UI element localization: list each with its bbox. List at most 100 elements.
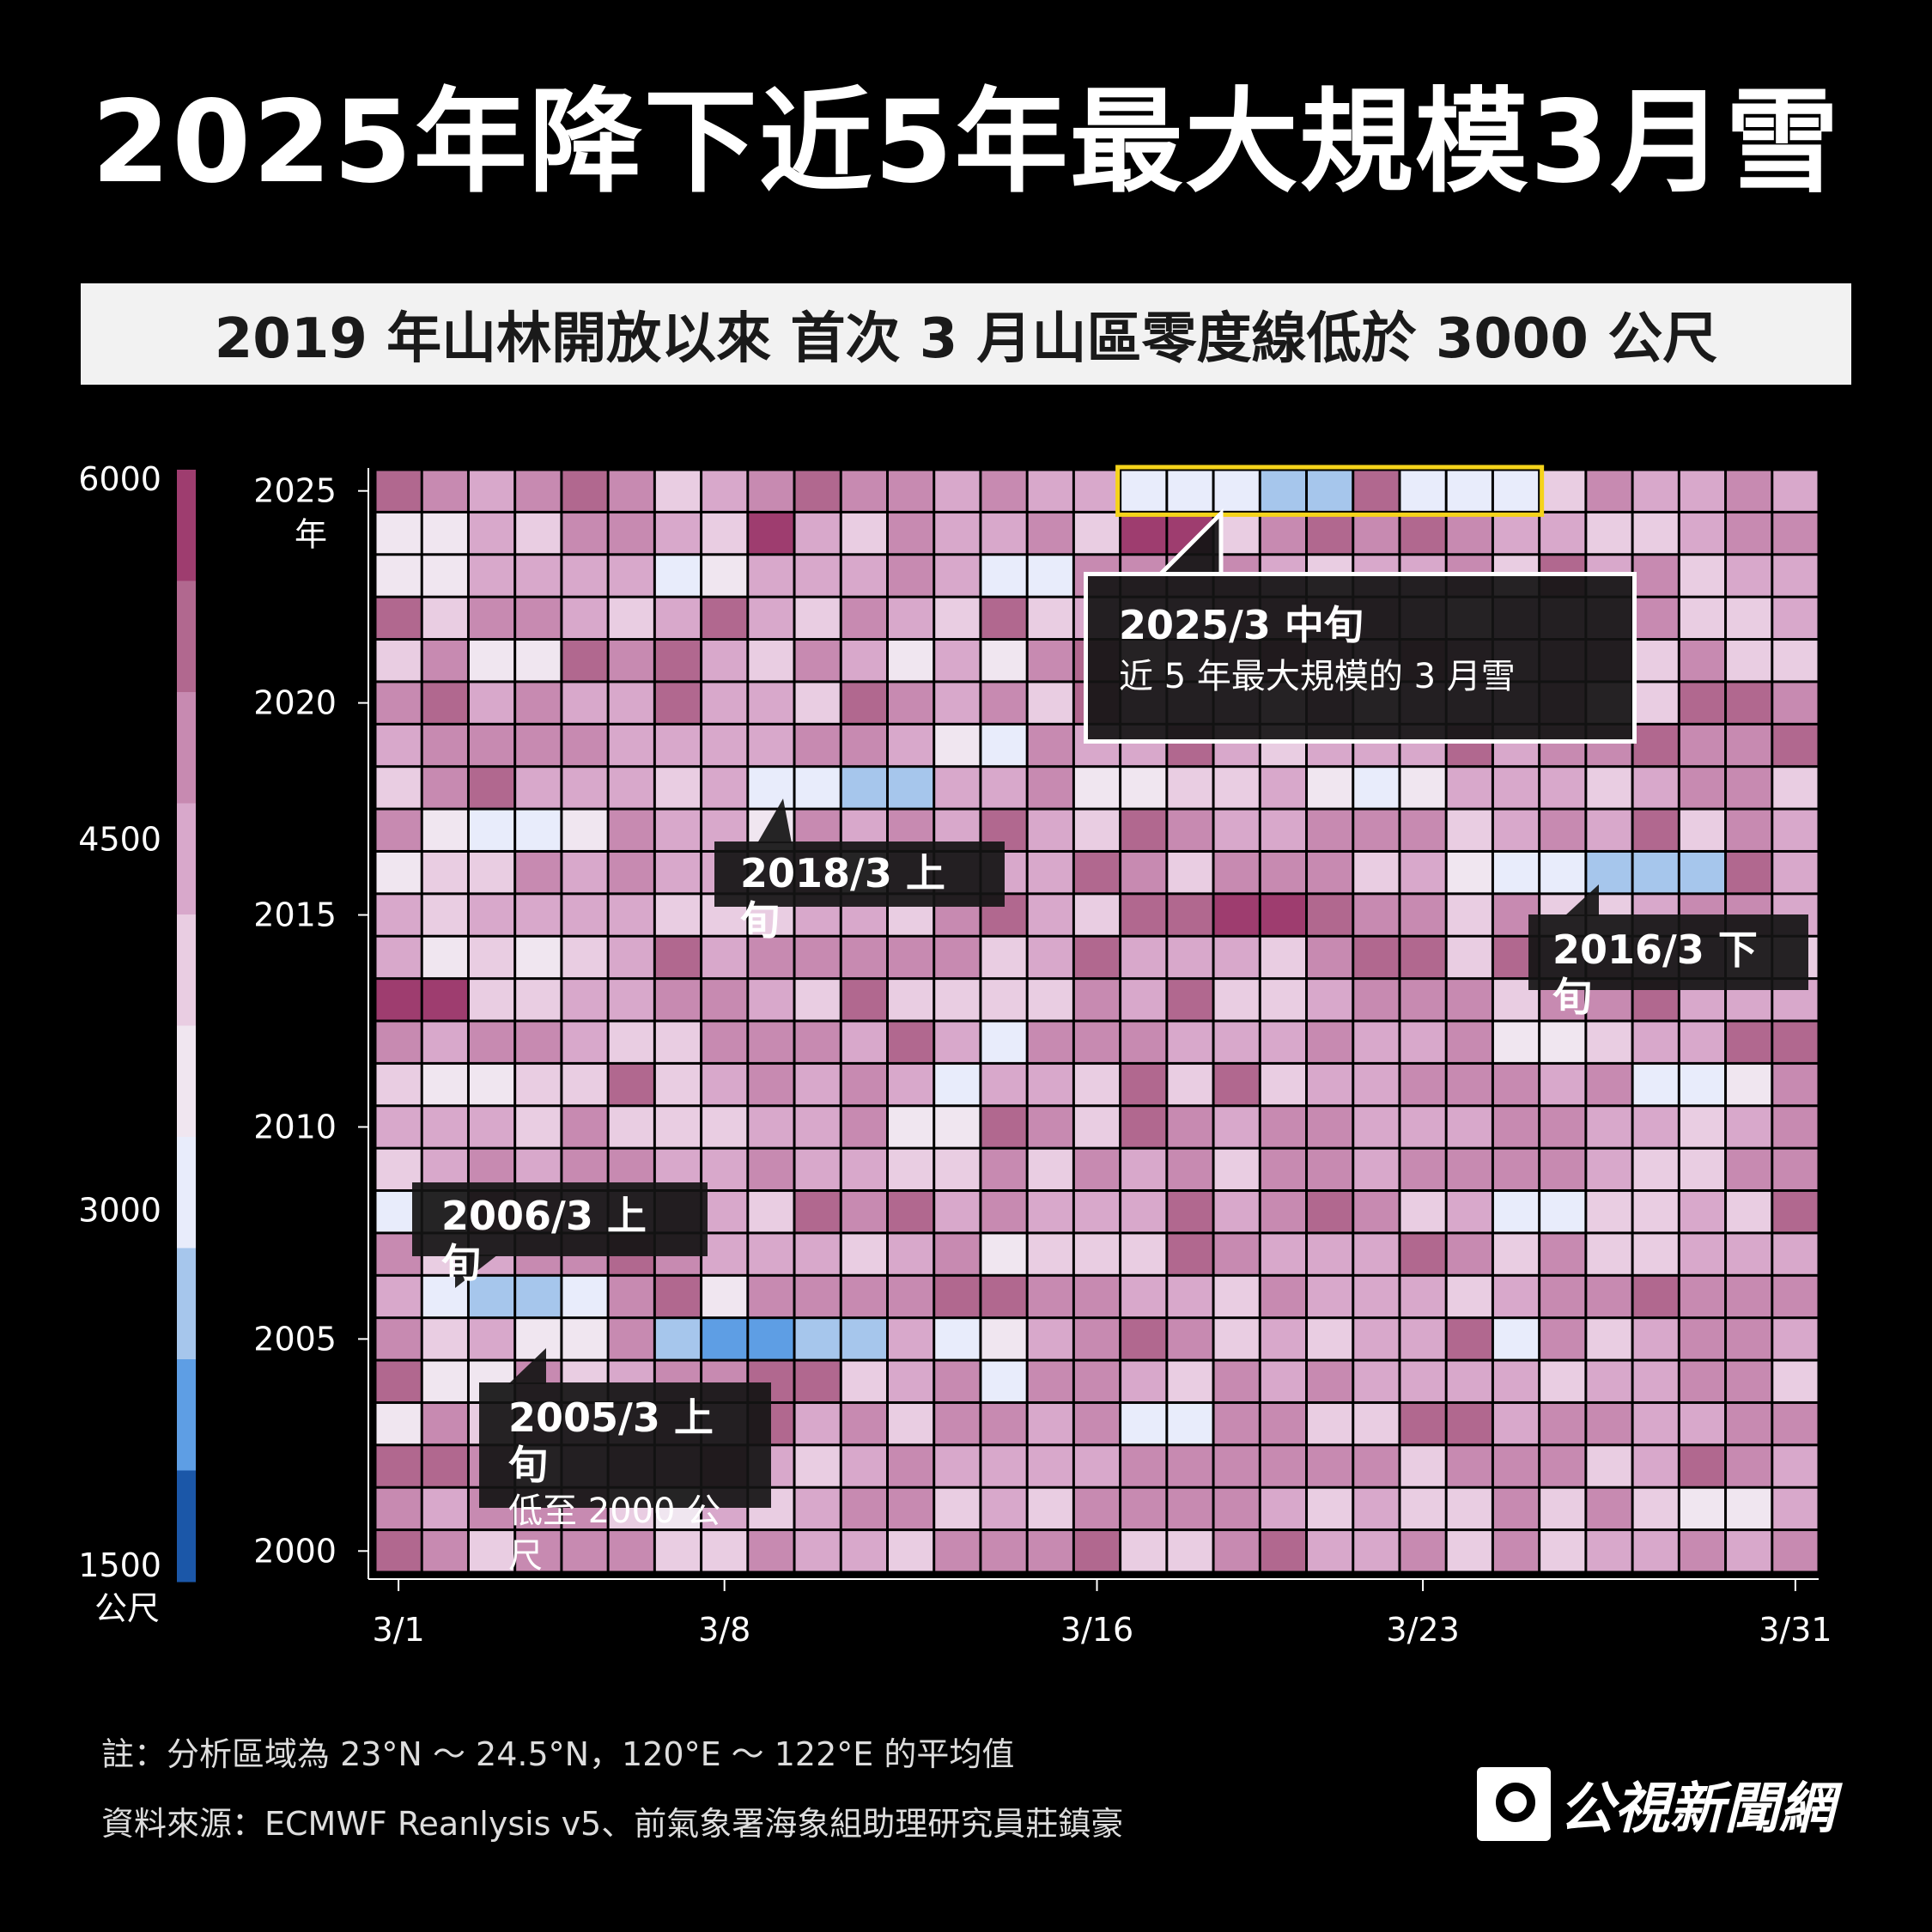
heatmap-cell <box>1773 1403 1818 1444</box>
heatmap-cell <box>795 1022 840 1062</box>
heatmap-cell <box>1540 1446 1585 1486</box>
heatmap-cell <box>1680 1149 1725 1190</box>
heatmap-cell <box>1680 1361 1725 1401</box>
heatmap-cell <box>422 1531 467 1571</box>
heatmap-cell <box>1168 1234 1212 1274</box>
heatmap-cell <box>749 1276 793 1317</box>
heatmap-cell <box>1447 1319 1492 1359</box>
heatmap-cell <box>655 895 701 935</box>
heatmap-cell <box>1261 1234 1306 1274</box>
heatmap-cell <box>609 1531 653 1571</box>
heatmap-cell <box>981 1531 1026 1571</box>
heatmap-cell <box>1400 1403 1445 1444</box>
heatmap-cell <box>1680 1319 1725 1359</box>
heatmap-cell <box>1168 1022 1212 1062</box>
heatmap-cell <box>562 598 607 639</box>
heatmap-cell <box>1028 513 1072 554</box>
annotation-2016-pointer <box>1564 884 1599 916</box>
heatmap-cell <box>1587 810 1631 850</box>
heatmap-cell <box>422 1403 467 1444</box>
heatmap-cell <box>1587 1403 1631 1444</box>
heatmap-cell <box>562 980 607 1020</box>
heatmap-cell <box>609 471 653 511</box>
heatmap-cell <box>1400 471 1445 511</box>
colorbar-segment <box>177 580 196 693</box>
heatmap-cell <box>935 1276 980 1317</box>
heatmap-cell <box>795 725 840 766</box>
heatmap-cell <box>1633 1403 1678 1444</box>
heatmap-cell <box>469 810 514 850</box>
heatmap-cell <box>795 598 840 639</box>
heatmap-cell <box>1261 1531 1306 1571</box>
heatmap-cell <box>1308 1361 1352 1401</box>
heatmap-cell <box>981 1319 1026 1359</box>
heatmap-cell <box>702 471 747 511</box>
heatmap-cell <box>469 1276 514 1317</box>
heatmap-cell <box>1028 810 1072 850</box>
heatmap-cell <box>1727 513 1771 554</box>
heatmap-cell <box>1261 1319 1306 1359</box>
heatmap-cell <box>1400 1319 1445 1359</box>
heatmap-cell <box>1214 1319 1259 1359</box>
colorbar-segment <box>177 803 196 915</box>
heatmap-cell <box>795 1531 840 1571</box>
heatmap-cell <box>1680 683 1725 723</box>
heatmap-cell <box>1587 1107 1631 1147</box>
heatmap-cell <box>935 1064 980 1105</box>
heatmap-cell <box>1587 1149 1631 1190</box>
heatmap-cell <box>1028 471 1072 511</box>
heatmap-cell <box>1587 1064 1631 1105</box>
heatmap-cell <box>1633 1234 1678 1274</box>
heatmap-cell <box>1400 1192 1445 1232</box>
heatmap-cell <box>1447 852 1492 893</box>
heatmap-cell <box>1261 513 1306 554</box>
heatmap-cell <box>795 1149 840 1190</box>
heatmap-cell <box>1121 1022 1166 1062</box>
heatmap-cell <box>935 556 980 596</box>
heatmap-cell <box>1773 598 1818 639</box>
heatmap-cell <box>1028 1531 1072 1571</box>
heatmap-cell <box>1354 768 1399 808</box>
heatmap-cell <box>1447 1107 1492 1147</box>
heatmap-cell <box>795 1446 840 1486</box>
heatmap-cell <box>1493 768 1539 808</box>
heatmap-cell <box>655 1064 701 1105</box>
heatmap-cell <box>981 937 1026 978</box>
heatmap-cell <box>981 1192 1026 1232</box>
heatmap-cell <box>609 1107 653 1147</box>
heatmap-cell <box>1214 1276 1259 1317</box>
heatmap-cell <box>1400 1361 1445 1401</box>
heatmap-cell <box>422 768 467 808</box>
heatmap-cell <box>1727 1064 1771 1105</box>
heatmap-cell <box>1633 1192 1678 1232</box>
heatmap-cell <box>1587 1488 1631 1529</box>
heatmap-cell <box>749 1531 793 1571</box>
heatmap-cell <box>1493 1276 1539 1317</box>
heatmap-cell <box>1587 852 1631 893</box>
heatmap-cell <box>376 768 421 808</box>
heatmap-cell <box>1028 1446 1072 1486</box>
heatmap-cell <box>981 725 1026 766</box>
heatmap-cell <box>1074 1107 1120 1147</box>
heatmap-cell <box>1261 1488 1306 1529</box>
heatmap-cell <box>1308 895 1352 935</box>
heatmap-cell <box>1773 641 1818 681</box>
heatmap-cell <box>1633 768 1678 808</box>
heatmap-cell <box>469 598 514 639</box>
heatmap-cell <box>422 937 467 978</box>
heatmap-cell <box>1633 1446 1678 1486</box>
heatmap-cell <box>1308 1531 1352 1571</box>
heatmap-cell <box>1168 937 1212 978</box>
heatmap-cell <box>1074 1319 1120 1359</box>
heatmap-cell <box>888 1064 933 1105</box>
heatmap-cell <box>1121 513 1166 554</box>
heatmap-cell <box>841 1276 886 1317</box>
heatmap-cell <box>1447 768 1492 808</box>
heatmap-cell <box>422 1107 467 1147</box>
heatmap-cell <box>841 937 886 978</box>
heatmap-cell <box>1168 1488 1212 1529</box>
heatmap-cell <box>1028 1319 1072 1359</box>
heatmap-cell <box>1261 1064 1306 1105</box>
heatmap-cell <box>1680 556 1725 596</box>
heatmap-cell <box>1680 1488 1725 1529</box>
